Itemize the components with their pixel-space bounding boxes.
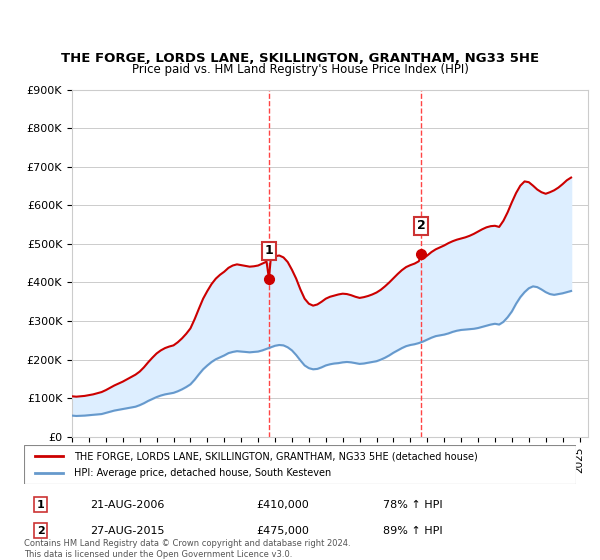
Text: THE FORGE, LORDS LANE, SKILLINGTON, GRANTHAM, NG33 5HE: THE FORGE, LORDS LANE, SKILLINGTON, GRAN… — [61, 52, 539, 66]
Text: 2: 2 — [417, 220, 426, 232]
Text: 1: 1 — [37, 500, 44, 510]
FancyBboxPatch shape — [24, 445, 576, 484]
Text: 1: 1 — [265, 244, 274, 258]
Text: Contains HM Land Registry data © Crown copyright and database right 2024.
This d: Contains HM Land Registry data © Crown c… — [24, 539, 350, 559]
Text: 27-AUG-2015: 27-AUG-2015 — [90, 526, 165, 535]
Text: 78% ↑ HPI: 78% ↑ HPI — [383, 500, 442, 510]
Text: 21-AUG-2006: 21-AUG-2006 — [90, 500, 164, 510]
Text: THE FORGE, LORDS LANE, SKILLINGTON, GRANTHAM, NG33 5HE (detached house): THE FORGE, LORDS LANE, SKILLINGTON, GRAN… — [74, 451, 478, 461]
Text: 2: 2 — [37, 526, 44, 535]
Text: £475,000: £475,000 — [256, 526, 309, 535]
Text: 89% ↑ HPI: 89% ↑ HPI — [383, 526, 442, 535]
Text: Price paid vs. HM Land Registry's House Price Index (HPI): Price paid vs. HM Land Registry's House … — [131, 63, 469, 77]
Text: HPI: Average price, detached house, South Kesteven: HPI: Average price, detached house, Sout… — [74, 468, 331, 478]
Text: £410,000: £410,000 — [256, 500, 308, 510]
